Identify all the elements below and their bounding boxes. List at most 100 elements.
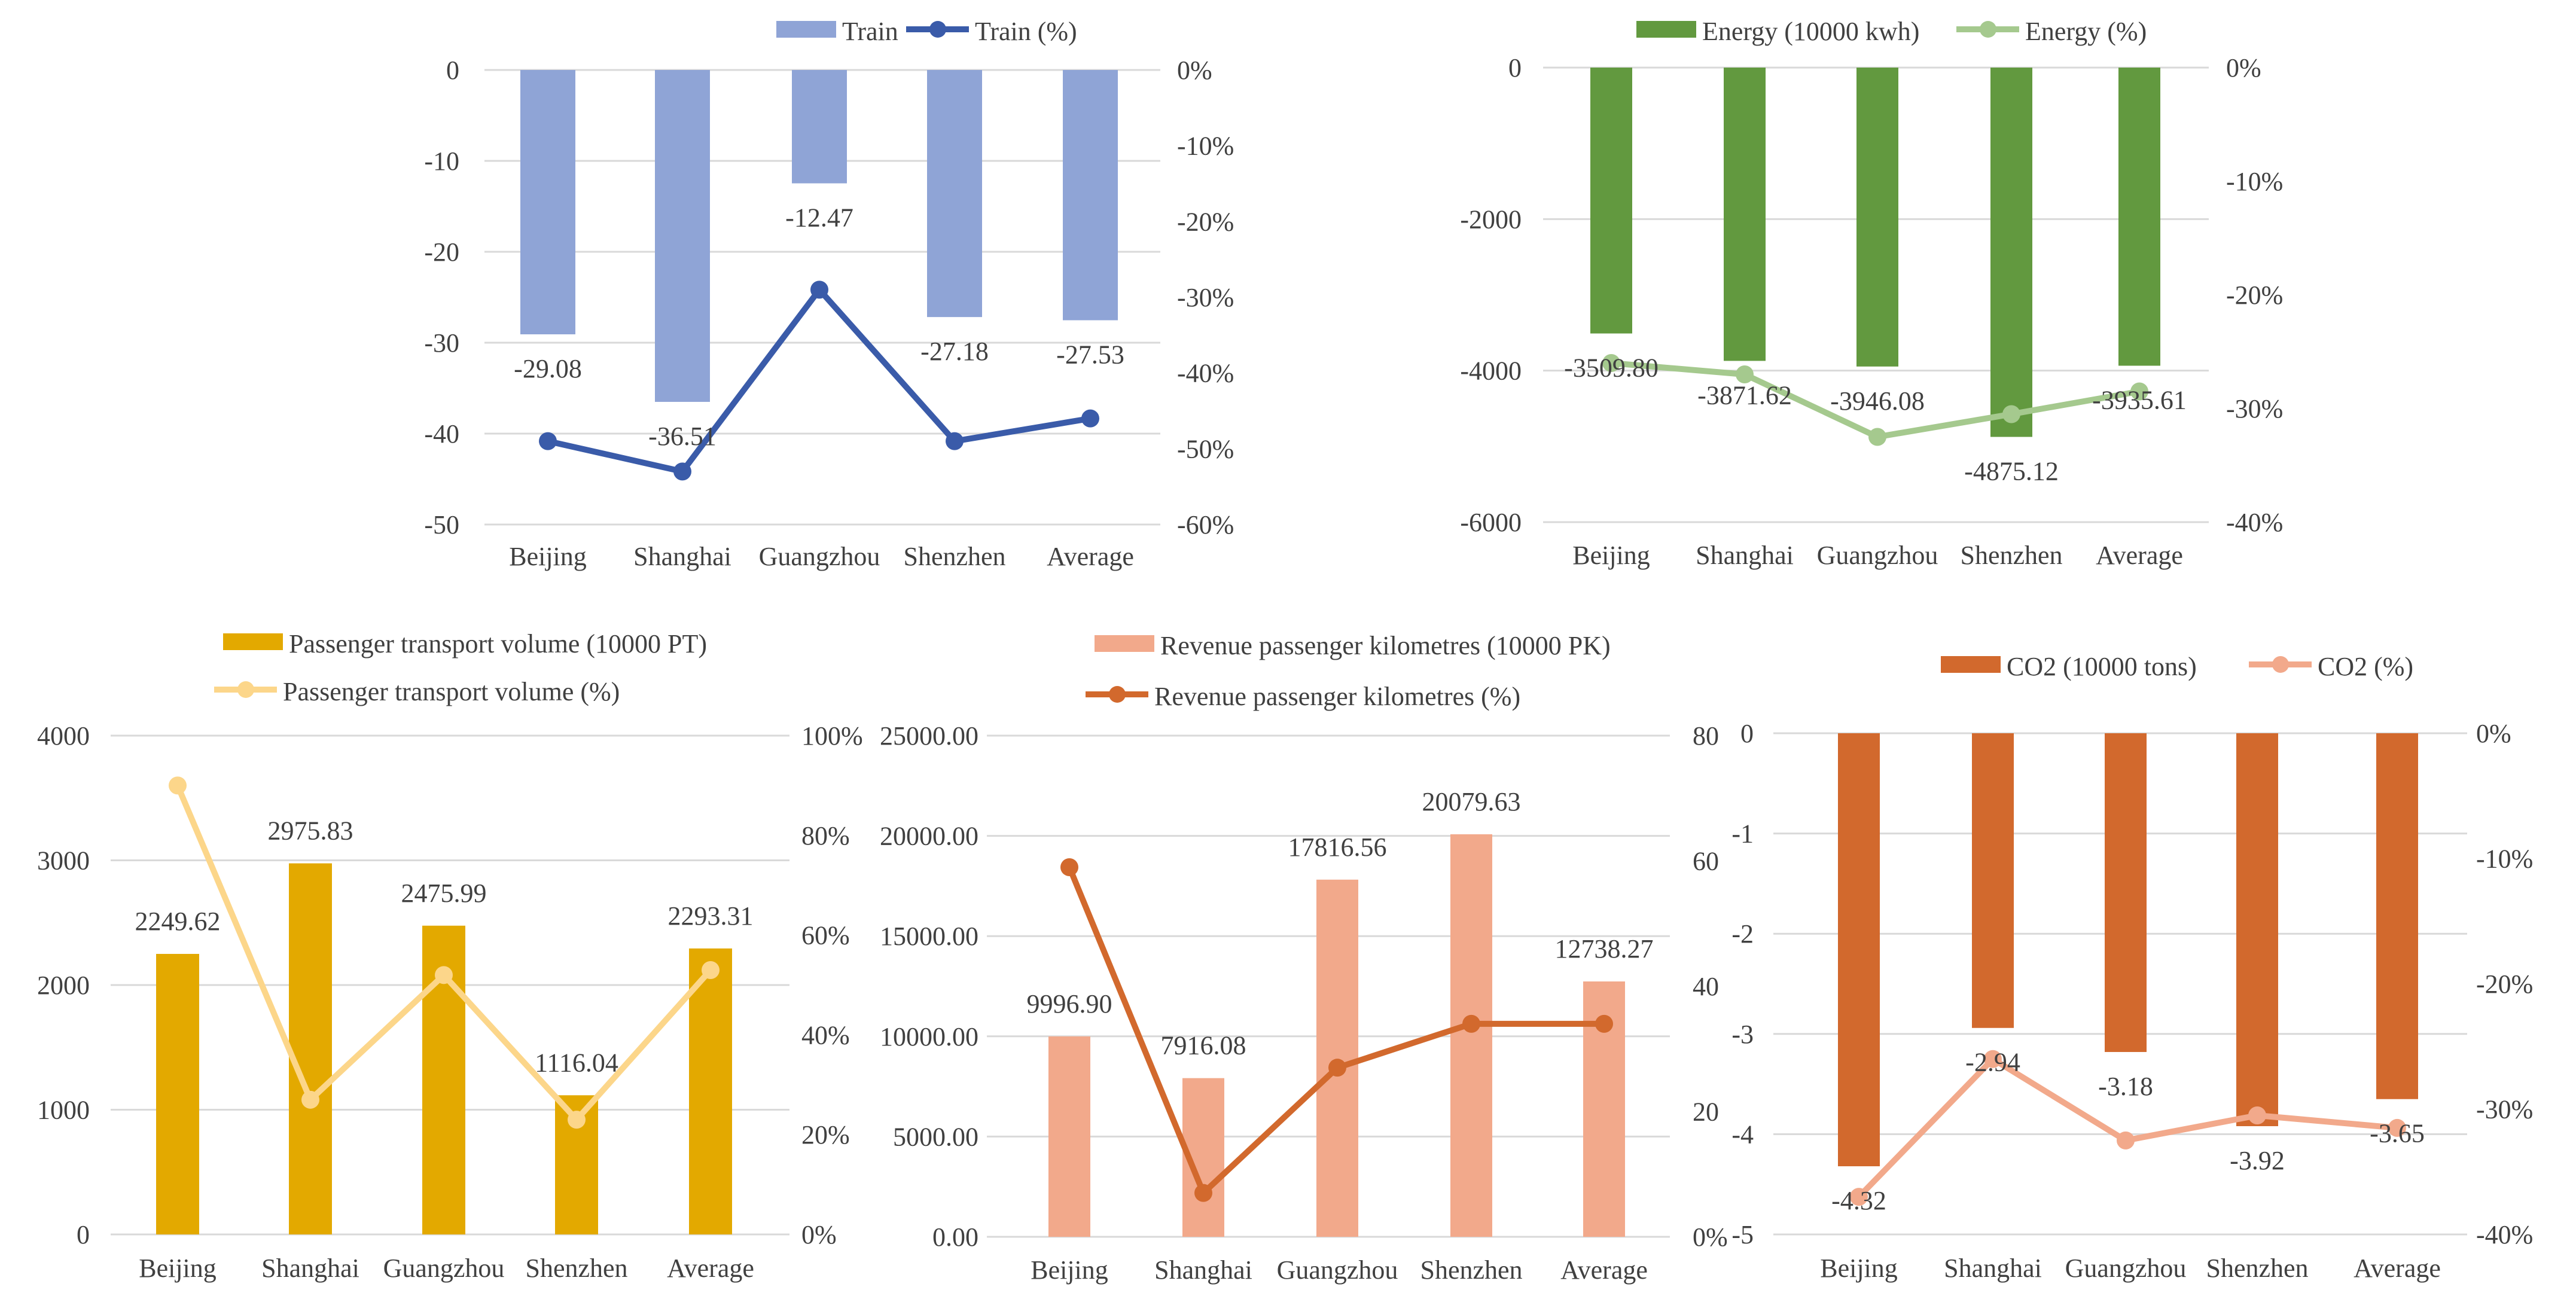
y-left-tick-label: 0 bbox=[1740, 719, 1754, 748]
y-right-tick-label: 0% bbox=[801, 1220, 837, 1249]
y-left-tick-label: -50 bbox=[424, 510, 459, 539]
x-tick-label: Guangzhou bbox=[1277, 1255, 1398, 1285]
bar-beijing bbox=[520, 70, 575, 335]
y-left-tick-label: 10000.00 bbox=[880, 1022, 978, 1051]
y-right-tick-label: -20% bbox=[1177, 207, 1234, 236]
line-point-average bbox=[2388, 1118, 2406, 1137]
x-tick-label: Shanghai bbox=[633, 542, 731, 571]
y-right-tick-label: -20% bbox=[2476, 969, 2533, 999]
y-left-tick-label: -30 bbox=[424, 328, 459, 358]
bar-guangzhou bbox=[1856, 68, 1898, 367]
data-label: -4.32 bbox=[1831, 1186, 1886, 1215]
line-point-shanghai bbox=[301, 1090, 319, 1109]
line-point-beijing bbox=[1602, 354, 1620, 372]
legend-swatch-marker bbox=[929, 21, 946, 38]
bar-beijing bbox=[1048, 1036, 1090, 1237]
legend-label: Energy (10000 kwh) bbox=[1702, 17, 1919, 46]
y-right-tick-label: -10% bbox=[1177, 132, 1234, 161]
line-point-average bbox=[1595, 1014, 1613, 1033]
bar-shenzhen bbox=[2236, 733, 2278, 1126]
data-label: 2249.62 bbox=[135, 907, 221, 936]
bar-shenzhen bbox=[1990, 68, 2032, 437]
y-left-tick-label: 25000.00 bbox=[880, 721, 978, 751]
legend-swatch-marker bbox=[1109, 686, 1126, 703]
y-right-tick-label: 0% bbox=[2476, 719, 2511, 748]
data-label: 12738.27 bbox=[1555, 934, 1654, 963]
x-tick-label: Guangzhou bbox=[2065, 1254, 2187, 1283]
x-tick-label: Shanghai bbox=[1944, 1254, 2042, 1283]
legend-label: Train bbox=[842, 17, 898, 46]
y-right-tick-label: 80% bbox=[801, 821, 850, 850]
y-left-tick-label: 1000 bbox=[37, 1096, 90, 1125]
x-tick-label: Shanghai bbox=[1154, 1255, 1252, 1285]
y-left-tick-label: 0 bbox=[446, 56, 459, 85]
y-right-tick-label: 20% bbox=[801, 1120, 850, 1150]
x-tick-label: Beijing bbox=[1572, 541, 1650, 570]
y-right-tick-label: 20 bbox=[1693, 1097, 1719, 1127]
x-tick-label: Shanghai bbox=[1696, 541, 1794, 570]
x-tick-label: Shenzhen bbox=[903, 542, 1005, 571]
bar-beijing bbox=[1590, 68, 1632, 334]
data-label: -3946.08 bbox=[1830, 386, 1925, 416]
x-tick-label: Average bbox=[1560, 1255, 1648, 1285]
bar-shanghai bbox=[1972, 733, 2014, 1028]
data-label: 2975.83 bbox=[268, 816, 353, 846]
legend-label: Passenger transport volume (%) bbox=[283, 677, 620, 706]
x-tick-label: Average bbox=[2096, 541, 2183, 570]
line-point-average bbox=[1081, 409, 1099, 428]
data-label: 17816.56 bbox=[1288, 833, 1387, 862]
bar-beijing bbox=[156, 953, 199, 1234]
y-right-tick-label: -30% bbox=[2476, 1095, 2533, 1124]
y-left-tick-label: -20 bbox=[424, 237, 459, 267]
legend-label: CO2 (10000 tons) bbox=[2007, 652, 2197, 681]
line-point-shenzhen bbox=[568, 1111, 586, 1129]
data-label: 7916.08 bbox=[1161, 1031, 1246, 1060]
legend-swatch-marker bbox=[2272, 656, 2289, 673]
x-tick-label: Average bbox=[667, 1254, 754, 1283]
bar-average bbox=[2376, 733, 2418, 1099]
y-left-tick-label: -2 bbox=[1731, 919, 1754, 949]
x-tick-label: Beijing bbox=[139, 1254, 217, 1283]
legend-swatch-marker bbox=[237, 681, 254, 698]
y-left-tick-label: 3000 bbox=[37, 846, 90, 876]
data-label: 9996.90 bbox=[1027, 989, 1112, 1019]
x-tick-label: Shenzhen bbox=[1420, 1255, 1522, 1285]
chart-panel-energy: 0 -2000 -4000 -6000 0% -10% -20% -30% -40% -3509.… bbox=[1460, 17, 2283, 570]
legend-label: Revenue passenger kilometres (%) bbox=[1154, 682, 1520, 711]
y-left-tick-label: 15000.00 bbox=[880, 922, 978, 951]
legend-label: Train (%) bbox=[975, 17, 1077, 46]
data-label: -36.51 bbox=[648, 422, 717, 451]
y-right-tick-label: -30% bbox=[2226, 394, 2283, 423]
bar-shanghai bbox=[1724, 68, 1766, 361]
bar-average bbox=[1063, 70, 1118, 321]
legend-swatch-bar bbox=[776, 21, 836, 38]
y-left-tick-label: 0 bbox=[1508, 53, 1522, 83]
data-label: -3.18 bbox=[2098, 1072, 2153, 1101]
y-left-tick-label: -5 bbox=[1731, 1220, 1754, 1249]
line-point-shenzhen bbox=[946, 432, 964, 450]
x-tick-label: Beijing bbox=[1031, 1255, 1108, 1285]
y-left-tick-label: -40 bbox=[424, 419, 459, 449]
data-label: -3871.62 bbox=[1697, 380, 1792, 410]
y-right-tick-label: 80 bbox=[1693, 721, 1719, 751]
y-left-tick-label: -1 bbox=[1731, 819, 1754, 849]
y-right-tick-label: -50% bbox=[1177, 434, 1234, 464]
y-left-tick-label: 5000.00 bbox=[893, 1122, 978, 1151]
data-label: -27.53 bbox=[1056, 340, 1124, 369]
y-right-tick-label: 0% bbox=[1177, 56, 1212, 85]
chart-panel-co2: 0 -1 -2 -3 -4 -5 0% -10% -20% -30% -40% -4.32 -2.94 -… bbox=[1731, 652, 2533, 1283]
line-point-shanghai bbox=[1984, 1050, 2002, 1068]
line-point-guangzhou bbox=[435, 966, 453, 984]
y-left-tick-label: 0.00 bbox=[932, 1222, 978, 1252]
line-point-guangzhou bbox=[1868, 428, 1886, 446]
y-left-tick-label: 2000 bbox=[37, 971, 90, 1000]
bar-shenzhen bbox=[1450, 834, 1492, 1237]
x-tick-label: Shenzhen bbox=[525, 1254, 627, 1283]
y-left-tick-label: -4000 bbox=[1460, 356, 1522, 386]
x-tick-label: Shanghai bbox=[261, 1254, 359, 1283]
legend-swatch-marker bbox=[1980, 21, 1996, 38]
line-point-guangzhou bbox=[1328, 1059, 1346, 1077]
data-label: -3.65 bbox=[2370, 1119, 2425, 1148]
legend-label: Revenue passenger kilometres (10000 PK) bbox=[1160, 631, 1611, 660]
x-tick-label: Shenzhen bbox=[2206, 1254, 2308, 1283]
